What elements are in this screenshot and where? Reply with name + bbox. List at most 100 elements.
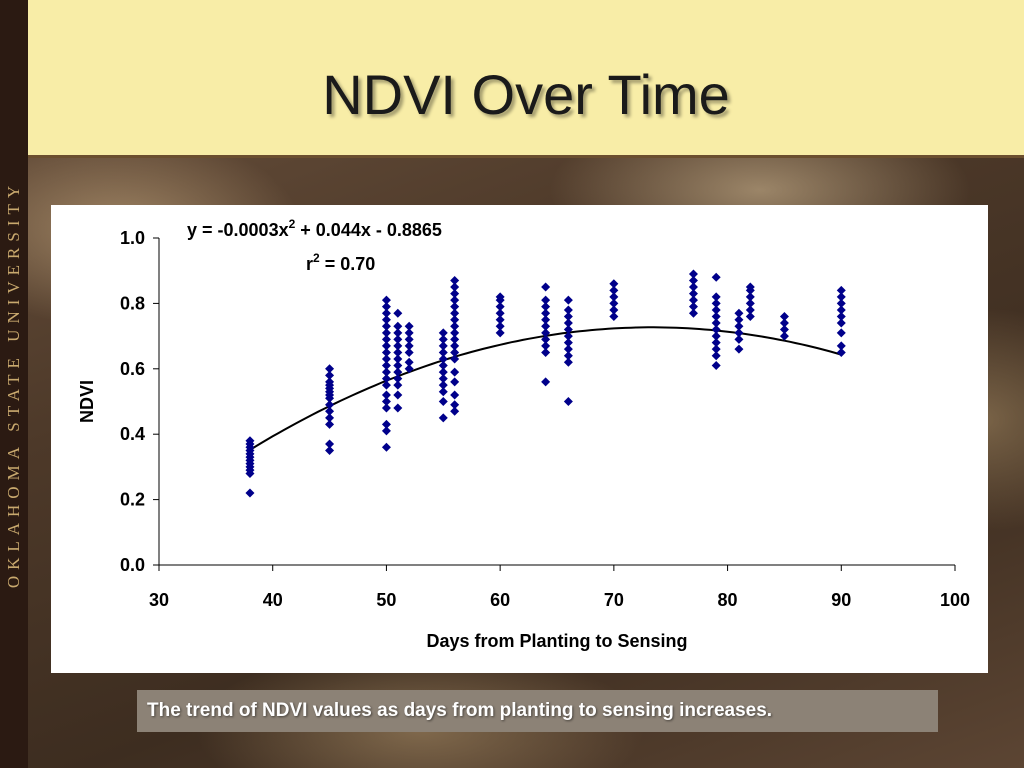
data-point [563,325,573,335]
data-point [541,341,551,351]
data-point [450,377,460,387]
data-point [609,305,619,315]
data-point [541,308,551,318]
data-point [711,272,721,282]
sidebar-university-name: OKLAHOMA STATE UNIVERSITY [4,179,24,589]
data-point [381,341,391,351]
data-point [393,403,403,413]
data-point [381,403,391,413]
data-point [325,439,335,449]
data-point [450,390,460,400]
title-band: NDVI Over Time [28,0,1024,158]
data-point [779,318,789,328]
data-point [688,308,698,318]
r-squared-label: r2 = 0.70 [306,251,375,274]
data-point [325,364,335,374]
data-point [450,341,460,351]
data-point [381,334,391,344]
data-point [450,315,460,325]
data-point [688,276,698,286]
data-point [541,334,551,344]
data-point [438,387,448,397]
data-point [836,292,846,302]
data-point [404,334,414,344]
x-tick-label: 80 [718,590,738,610]
data-point [325,446,335,456]
data-point [495,321,505,331]
data-point [381,347,391,357]
data-point [779,325,789,335]
data-point [609,311,619,321]
data-point [438,328,448,338]
data-point [450,321,460,331]
data-point [381,397,391,406]
data-point [393,308,403,318]
data-point [381,315,391,325]
data-point [734,328,744,338]
data-point [404,347,414,357]
data-point [541,328,551,338]
data-point [563,305,573,315]
scatter-chart: 0.0 0.2 0.4 0.6 0.8 1.0 30 40 50 60 70 80 90 100 Days … [77,217,970,651]
data-point [393,328,403,338]
y-tick-label: 0.8 [120,293,145,313]
data-point [245,436,255,446]
data-point [325,377,335,387]
data-point [745,311,755,321]
data-point [688,295,698,305]
data-point [438,347,448,357]
data-point [563,331,573,341]
data-point [734,315,744,325]
data-point [325,400,335,410]
data-point [438,380,448,390]
data-point [381,328,391,338]
data-point [393,367,403,377]
data-point [745,298,755,308]
data-point [541,321,551,331]
data-point [325,419,335,429]
x-tick-label: 90 [831,590,851,610]
y-tick-label: 0.6 [120,359,145,379]
data-point [836,341,846,351]
data-point [745,282,755,292]
x-tick-label: 30 [149,590,169,610]
x-axis-label: Days from Planting to Sensing [426,631,687,651]
data-point [450,400,460,410]
data-point [609,279,619,289]
data-point [450,308,460,318]
data-point [393,347,403,357]
data-point [381,380,391,390]
data-point [450,328,460,338]
y-axis-label: NDVI [77,380,97,423]
data-point [381,361,391,371]
data-point [495,315,505,325]
data-point [563,318,573,328]
data-point [381,321,391,331]
data-point [688,289,698,299]
data-point [734,321,744,331]
slide-caption: The trend of NDVI values as days from pl… [147,700,773,721]
data-point [541,315,551,325]
data-point [450,289,460,299]
data-point [836,328,846,338]
data-point [711,318,721,328]
x-tick-label: 50 [376,590,396,610]
data-point [393,374,403,384]
trendline-equation: y = -0.0003x2 + 0.044x - 0.8865 [187,217,442,240]
y-tick-label: 1.0 [120,228,145,248]
data-point [711,305,721,315]
data-point [438,374,448,384]
data-point [325,406,335,416]
data-point [450,354,460,364]
data-point [450,406,460,416]
data-point [563,397,573,406]
data-point [450,282,460,292]
data-point [381,354,391,364]
data-point [381,367,391,377]
data-point [325,370,335,380]
data-point [381,442,391,452]
data-point [404,321,414,331]
data-point [563,344,573,354]
data-point [438,413,448,423]
x-tick-label: 100 [940,590,970,610]
